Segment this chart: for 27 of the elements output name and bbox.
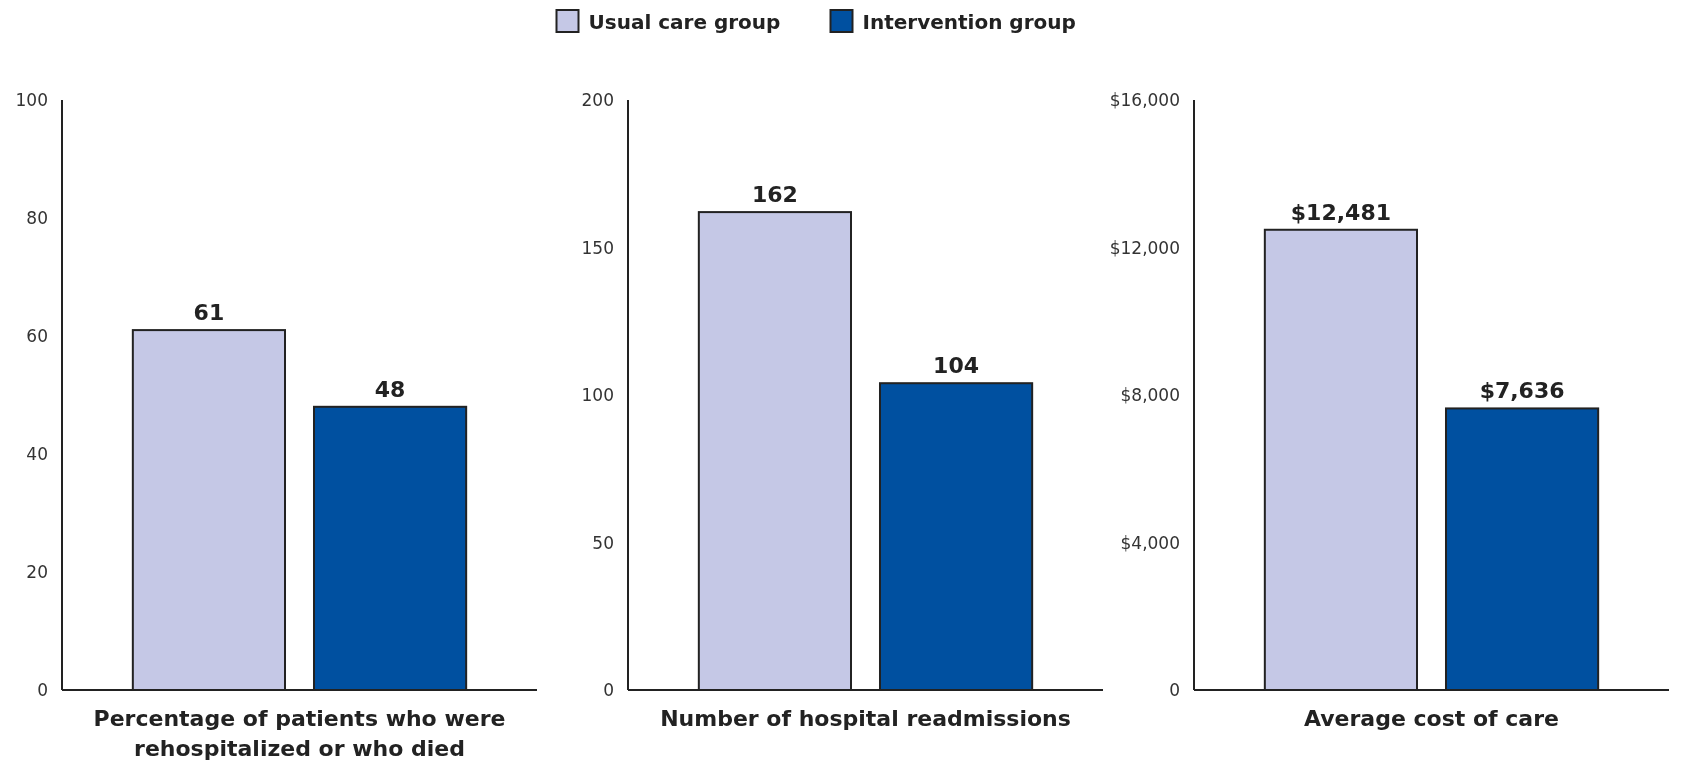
legend-label: Intervention group bbox=[862, 10, 1076, 34]
data-label: 162 bbox=[751, 182, 798, 208]
y-tick-label: 60 bbox=[26, 326, 48, 346]
y-tick-label: 100 bbox=[15, 90, 48, 110]
y-tick-label: $4,000 bbox=[1120, 532, 1180, 553]
y-tick-label: 20 bbox=[26, 562, 48, 582]
y-tick-label: 0 bbox=[603, 680, 614, 700]
x-axis-title: Percentage of patients who were rehospitalized or who died bbox=[93, 706, 506, 761]
legend-label: Usual care group bbox=[588, 10, 781, 34]
y-tick-label: 80 bbox=[26, 208, 48, 228]
x-axis-title: Number of hospital readmissions bbox=[660, 706, 1071, 731]
data-label: 48 bbox=[374, 376, 406, 402]
data-label: $12,481 bbox=[1290, 199, 1392, 225]
y-tick-label: 50 bbox=[592, 532, 614, 553]
y-tick-label: $16,000 bbox=[1109, 90, 1180, 110]
y-tick-label: $12,000 bbox=[1109, 237, 1180, 258]
data-label: $7,636 bbox=[1479, 378, 1565, 404]
y-tick-label: 40 bbox=[26, 444, 48, 464]
y-tick-label: 0 bbox=[37, 680, 48, 700]
x-axis-title: Average cost of care bbox=[1304, 706, 1559, 731]
y-tick-label: 0 bbox=[1169, 680, 1180, 700]
y-tick-label: 150 bbox=[581, 237, 614, 258]
data-label: 61 bbox=[193, 300, 225, 326]
data-label: 104 bbox=[933, 353, 980, 379]
y-tick-label: $8,000 bbox=[1120, 385, 1180, 405]
y-tick-label: 100 bbox=[581, 385, 614, 405]
y-tick-label: 200 bbox=[581, 90, 614, 110]
